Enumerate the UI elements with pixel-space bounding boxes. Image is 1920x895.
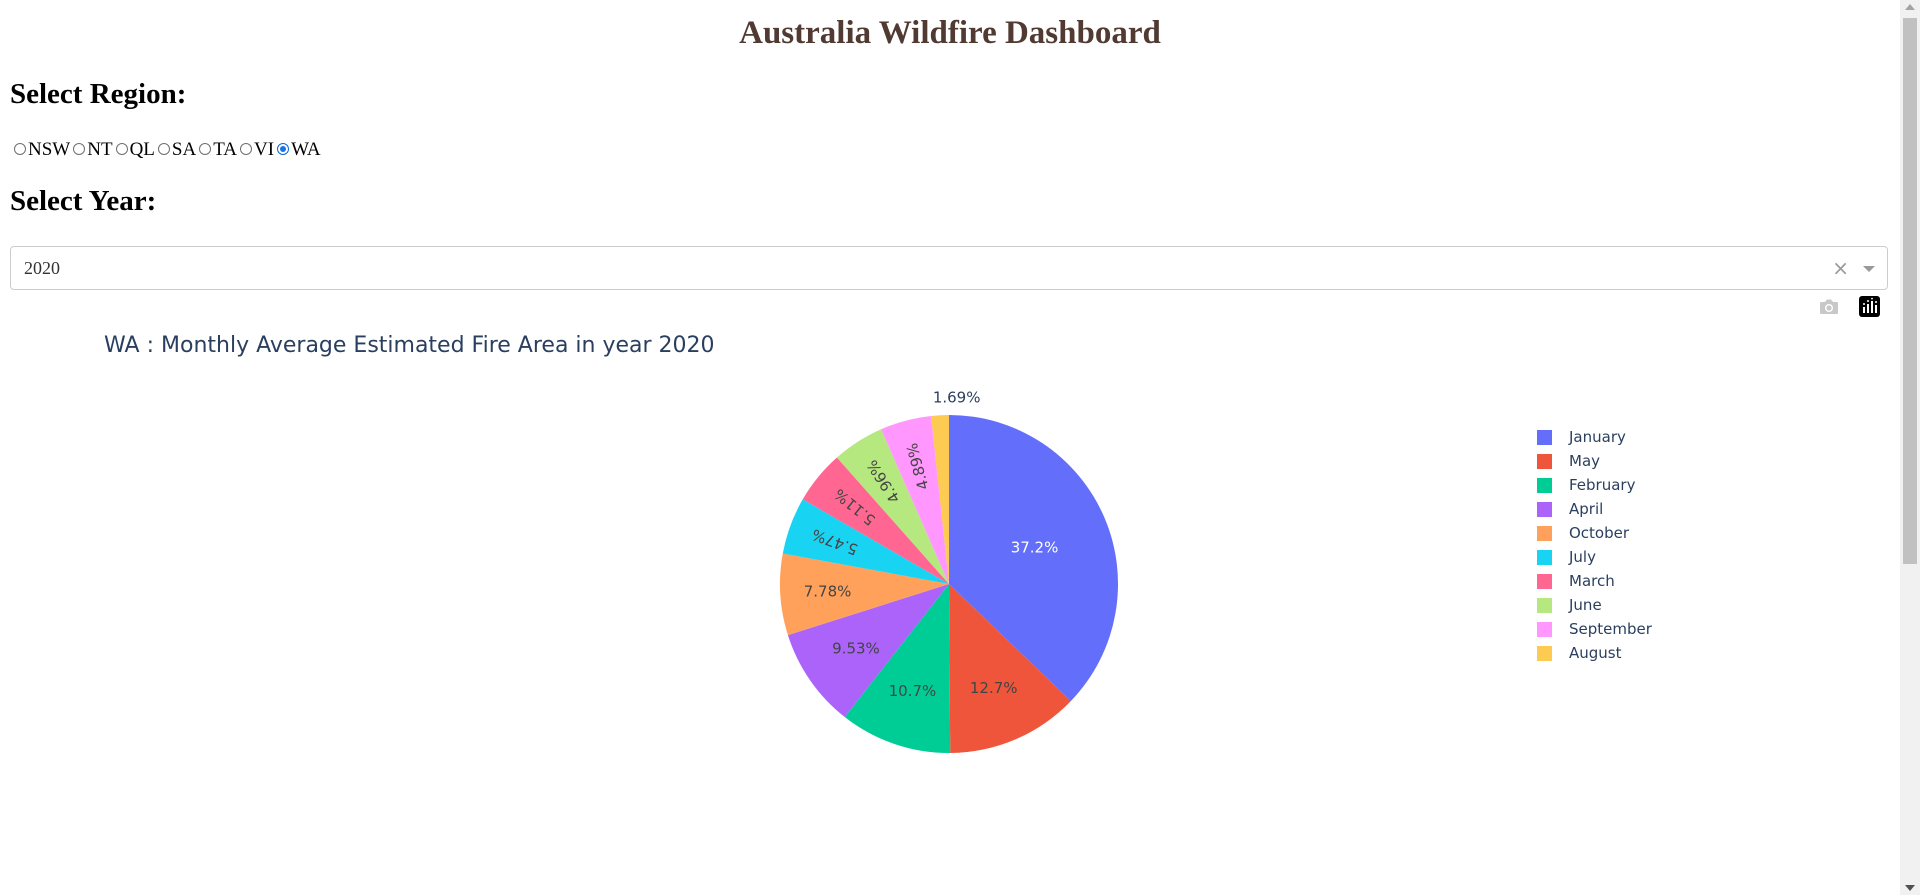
legend-swatch bbox=[1537, 477, 1552, 493]
legend-item-june[interactable]: June bbox=[1537, 593, 1652, 617]
legend-item-september[interactable]: September bbox=[1537, 617, 1652, 641]
legend-item-august[interactable]: August bbox=[1537, 641, 1652, 665]
legend-swatch bbox=[1537, 621, 1552, 637]
camera-icon[interactable] bbox=[1818, 295, 1840, 317]
clear-icon[interactable]: × bbox=[1832, 256, 1849, 280]
region-radio-vi[interactable]: VI bbox=[240, 139, 277, 161]
legend-item-january[interactable]: January bbox=[1537, 425, 1652, 449]
radio-button[interactable] bbox=[14, 143, 26, 155]
legend-swatch bbox=[1537, 453, 1552, 469]
region-radio-ta[interactable]: TA bbox=[199, 139, 240, 161]
legend-item-july[interactable]: July bbox=[1537, 545, 1652, 569]
pie-slice-label: 37.2% bbox=[1011, 539, 1059, 557]
radio-button[interactable] bbox=[115, 143, 128, 155]
legend-label: April bbox=[1569, 500, 1604, 518]
pie-slice-august[interactable] bbox=[931, 415, 949, 584]
radio-label: VI bbox=[254, 139, 275, 160]
radio-label: WA bbox=[291, 139, 321, 160]
pie-slice-label: 10.7% bbox=[889, 682, 937, 700]
page-title: Australia Wildfire Dashboard bbox=[739, 15, 1161, 51]
pie-slice-march[interactable] bbox=[802, 457, 949, 584]
legend-label: February bbox=[1569, 476, 1636, 494]
legend-item-march[interactable]: March bbox=[1537, 569, 1652, 593]
legend-label: September bbox=[1569, 620, 1652, 638]
chart-title: WA : Monthly Average Estimated Fire Area… bbox=[104, 333, 715, 358]
year-dropdown[interactable]: 2020 × bbox=[10, 246, 1888, 290]
radio-button[interactable] bbox=[199, 143, 212, 155]
legend-label: March bbox=[1569, 572, 1615, 590]
legend-label: August bbox=[1569, 644, 1622, 662]
scrollbar-thumb[interactable] bbox=[1903, 18, 1917, 564]
legend-swatch bbox=[1537, 501, 1552, 517]
chart-modebar bbox=[1800, 295, 1880, 317]
pie-slice-label: 12.7% bbox=[970, 679, 1018, 697]
legend-label: June bbox=[1569, 596, 1602, 614]
region-radio-group: NSW NT QL SA TA VI WA bbox=[14, 139, 324, 161]
legend-item-february[interactable]: February bbox=[1537, 473, 1652, 497]
vertical-scrollbar[interactable] bbox=[1900, 0, 1920, 895]
region-radio-sa[interactable]: SA bbox=[157, 139, 199, 161]
legend-swatch bbox=[1537, 573, 1552, 589]
pie-slice-january[interactable] bbox=[949, 415, 1118, 702]
scroll-up-icon[interactable] bbox=[1905, 4, 1915, 10]
radio-label: SA bbox=[171, 139, 197, 160]
pie-slice-september[interactable] bbox=[881, 415, 949, 584]
radio-label: QL bbox=[129, 139, 155, 160]
legend-swatch bbox=[1537, 597, 1552, 613]
chart-legend: January May February April October July March J… bbox=[1537, 425, 1652, 665]
region-radio-nsw[interactable]: NSW bbox=[14, 139, 73, 161]
legend-swatch bbox=[1537, 645, 1552, 661]
plotly-logo-icon[interactable] bbox=[1858, 295, 1880, 317]
radio-button[interactable] bbox=[157, 143, 170, 155]
pie-slice-label: 9.53% bbox=[832, 640, 880, 658]
pie-chart: 37.2%12.7%10.7%9.53%7.78%5.47%5.11%4.96%… bbox=[780, 388, 1118, 753]
pie-slice-label: 7.78% bbox=[804, 583, 852, 601]
legend-label: October bbox=[1569, 524, 1630, 542]
year-heading: Select Year: bbox=[10, 185, 157, 217]
pie-slice-october[interactable] bbox=[780, 553, 949, 636]
radio-button[interactable] bbox=[73, 143, 86, 155]
legend-swatch bbox=[1537, 525, 1552, 541]
legend-label: July bbox=[1569, 548, 1596, 566]
legend-label: January bbox=[1569, 428, 1626, 446]
pie-slice-april[interactable] bbox=[787, 584, 949, 718]
radio-label: NT bbox=[87, 139, 113, 160]
chevron-down-icon[interactable] bbox=[1863, 266, 1875, 272]
pie-slice-february[interactable] bbox=[844, 584, 951, 753]
pie-slice-july[interactable] bbox=[782, 499, 949, 584]
legend-swatch bbox=[1537, 549, 1552, 565]
radio-label: TA bbox=[213, 139, 237, 160]
radio-button[interactable] bbox=[240, 143, 252, 155]
legend-item-april[interactable]: April bbox=[1537, 497, 1652, 521]
legend-label: May bbox=[1569, 452, 1601, 470]
pie-slice-june[interactable] bbox=[836, 429, 949, 584]
year-dropdown-value: 2020 bbox=[24, 257, 60, 278]
radio-button[interactable] bbox=[277, 143, 290, 155]
legend-swatch bbox=[1537, 429, 1552, 445]
legend-item-may[interactable]: May bbox=[1537, 449, 1652, 473]
legend-item-october[interactable]: October bbox=[1537, 521, 1652, 545]
radio-label: NSW bbox=[28, 139, 71, 160]
region-heading: Select Region: bbox=[10, 78, 187, 110]
scroll-down-icon[interactable] bbox=[1905, 885, 1915, 891]
region-radio-ql[interactable]: QL bbox=[115, 139, 158, 161]
pie-slice-may[interactable] bbox=[949, 584, 1071, 753]
pie-slice-label: 1.69% bbox=[933, 388, 981, 406]
region-radio-nt[interactable]: NT bbox=[73, 139, 115, 161]
region-radio-wa[interactable]: WA bbox=[277, 139, 324, 161]
